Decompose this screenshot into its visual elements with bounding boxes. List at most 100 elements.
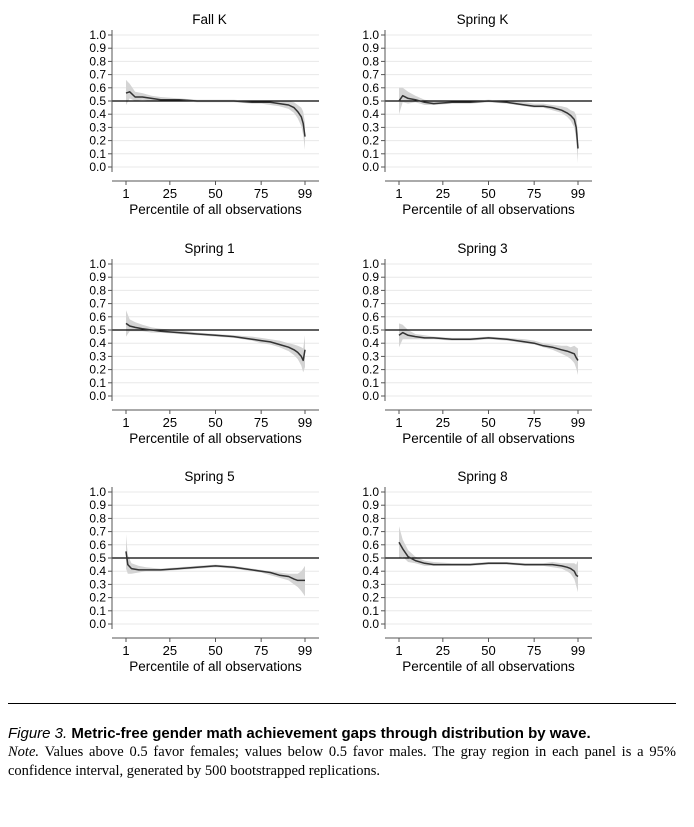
panel-title: Spring K xyxy=(457,12,509,27)
x-tick-label: 99 xyxy=(571,186,585,201)
y-tick-label: 0.3 xyxy=(89,120,106,134)
y-tick-label: 0.4 xyxy=(89,564,106,578)
y-tick-label: 0.7 xyxy=(362,68,379,82)
series-line xyxy=(398,541,579,578)
y-tick-label: 0.3 xyxy=(362,349,379,363)
confidence-band xyxy=(399,323,578,375)
x-tick-label: 99 xyxy=(571,415,585,430)
y-tick-label: 0.4 xyxy=(362,107,379,121)
x-tick-label: 75 xyxy=(527,415,541,430)
y-tick-label: 0.0 xyxy=(362,160,379,174)
y-tick-label: 0.2 xyxy=(362,591,379,605)
x-tick-label: 50 xyxy=(208,186,222,201)
y-tick-label: 0.0 xyxy=(89,389,106,403)
y-tick-label: 0.5 xyxy=(89,551,106,565)
x-axis-label: Percentile of all observations xyxy=(402,431,575,446)
y-tick-label: 0.5 xyxy=(362,551,379,565)
y-tick-label: 0.8 xyxy=(89,283,106,297)
x-tick-label: 75 xyxy=(527,186,541,201)
y-tick-label: 0.8 xyxy=(362,54,379,68)
x-axis-label: Percentile of all observations xyxy=(129,659,302,674)
y-tick-label: 0.8 xyxy=(89,511,106,525)
x-tick-label: 1 xyxy=(122,643,129,658)
y-tick-label: 0.8 xyxy=(362,511,379,525)
y-tick-label: 1.0 xyxy=(89,257,106,271)
y-tick-label: 0.1 xyxy=(362,376,379,390)
y-tick-label: 1.0 xyxy=(362,257,379,271)
y-tick-label: 0.4 xyxy=(362,336,379,350)
x-tick-label: 50 xyxy=(208,643,222,658)
x-tick-label: 75 xyxy=(254,186,268,201)
x-axis-label: Percentile of all observations xyxy=(129,431,302,446)
y-tick-label: 0.7 xyxy=(89,68,106,82)
note-label: Note. xyxy=(8,744,40,760)
y-tick-label: 0.1 xyxy=(362,147,379,161)
y-tick-label: 0.9 xyxy=(362,41,379,55)
figure-panels: 0.00.10.20.30.40.50.60.70.80.91.01 25 50 75… xyxy=(89,12,592,674)
figure-note: Note. Values above 0.5 favor females; va… xyxy=(8,743,676,781)
y-tick-label: 0.1 xyxy=(89,147,106,161)
chart-panel-4: 0.00.10.20.30.40.50.60.70.80.91.0 1 25 50 75… xyxy=(362,241,592,446)
y-tick-label: 0.6 xyxy=(89,538,106,552)
x-tick-label: 99 xyxy=(571,643,585,658)
y-tick-label: 0.1 xyxy=(362,604,379,618)
x-tick-label: 25 xyxy=(163,415,177,430)
confidence-band xyxy=(126,310,305,373)
y-tick-label: 0.9 xyxy=(362,498,379,512)
panel-title: Spring 1 xyxy=(184,241,234,256)
y-tick-label: 0.0 xyxy=(89,617,106,631)
x-axis-label: Percentile of all observations xyxy=(402,202,575,217)
y-tick-label: 0.4 xyxy=(89,107,106,121)
y-tick-label: 0.0 xyxy=(89,160,106,174)
chart-panel-2: 0.00.10.20.30.40.50.60.70.80.91.0 1 25 50 75… xyxy=(362,12,592,217)
chart-panel-3: 0.00.10.20.30.40.50.60.70.80.91.0 1 25 50 75… xyxy=(89,241,319,446)
confidence-band xyxy=(399,87,578,163)
y-tick-label: 0.4 xyxy=(89,336,106,350)
y-tick-label: 0.2 xyxy=(89,363,106,377)
x-tick-label: 99 xyxy=(298,415,312,430)
x-tick-label: 50 xyxy=(208,415,222,430)
x-tick-label: 1 xyxy=(122,186,129,201)
figure-caption: Figure 3. Metric-free gender math achiev… xyxy=(8,724,676,781)
y-tick-label: 0.6 xyxy=(362,310,379,324)
figure-title: Metric-free gender math achievement gaps… xyxy=(71,725,591,742)
series-line xyxy=(125,322,306,362)
x-tick-label: 50 xyxy=(481,186,495,201)
x-tick-label: 25 xyxy=(436,643,450,658)
y-tick-label: 0.9 xyxy=(89,498,106,512)
caption-divider xyxy=(8,703,676,704)
chart-panel-5: 0.00.10.20.30.40.50.60.70.80.91.0 1 25 50 75… xyxy=(89,469,319,674)
chart-panel-6: 0.00.10.20.30.40.50.60.70.80.91.0 1 25 50 75… xyxy=(362,469,592,674)
confidence-band xyxy=(126,79,305,150)
y-tick-label: 1.0 xyxy=(362,28,379,42)
y-tick-label: 0.7 xyxy=(362,525,379,539)
y-tick-label: 0.3 xyxy=(89,349,106,363)
panel-title: Spring 8 xyxy=(457,469,507,484)
y-tick-label: 0.5 xyxy=(89,323,106,337)
y-tick-label: 0.6 xyxy=(89,310,106,324)
y-tick-label: 0.6 xyxy=(362,538,379,552)
y-tick-label: 0.9 xyxy=(89,41,106,55)
y-tick-label: 1.0 xyxy=(89,485,106,499)
y-tick-label: 0.2 xyxy=(89,134,106,148)
y-tick-label: 0.6 xyxy=(89,81,106,95)
series-line xyxy=(398,331,579,361)
x-tick-label: 1 xyxy=(122,415,129,430)
panel-title: Spring 5 xyxy=(184,469,234,484)
y-tick-label: 0.4 xyxy=(362,564,379,578)
x-tick-label: 75 xyxy=(254,415,268,430)
x-tick-label: 1 xyxy=(395,643,402,658)
y-tick-label: 0.3 xyxy=(89,577,106,591)
y-tick-label: 0.8 xyxy=(89,54,106,68)
series-line xyxy=(125,551,305,582)
series-line xyxy=(398,94,579,149)
y-tick-label: 1.0 xyxy=(362,485,379,499)
panel-title: Spring 3 xyxy=(457,241,507,256)
x-tick-label: 25 xyxy=(436,415,450,430)
y-tick-label: 0.1 xyxy=(89,376,106,390)
x-axis-label: Percentile of all observations xyxy=(402,659,575,674)
y-tick-label: 0.7 xyxy=(362,297,379,311)
y-tick-label: 0.7 xyxy=(89,297,106,311)
x-tick-label: 1 xyxy=(395,415,402,430)
y-tick-label: 0.8 xyxy=(362,283,379,297)
